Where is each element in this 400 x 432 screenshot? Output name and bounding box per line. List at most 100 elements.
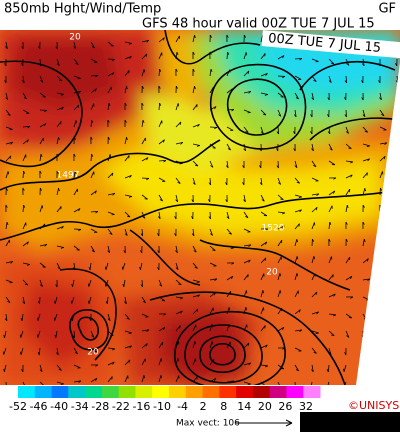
arrow-head (21, 80, 25, 84)
arrow-shaft (107, 313, 111, 321)
wind-arrow (56, 121, 62, 128)
arrow-head (313, 165, 317, 168)
wind-arrow (122, 279, 126, 288)
arrow-head (299, 209, 302, 213)
arrow-shaft (124, 330, 132, 334)
wind-arrow (311, 193, 320, 196)
wind-arrow (73, 41, 77, 50)
arrow-head (282, 327, 285, 331)
arrow-shaft (311, 75, 317, 82)
wind-arrow (192, 324, 197, 332)
wind-arrow (326, 381, 330, 385)
wind-arrow (158, 37, 165, 43)
arrow-shaft (328, 330, 335, 336)
wind-arrow (56, 153, 59, 162)
wind-arrow (396, 296, 400, 304)
wind-arrow (56, 245, 64, 249)
wind-arrow (141, 211, 146, 219)
arrow-head (4, 318, 8, 322)
arrow-shaft (243, 307, 247, 315)
wind-arrow (56, 206, 62, 213)
wind-arrow (4, 58, 7, 67)
arrow-head (124, 119, 127, 123)
arrow-shaft (277, 239, 283, 247)
wind-arrow (107, 361, 115, 366)
arrow-shaft (73, 90, 81, 94)
wind-arrow (123, 245, 126, 254)
arrow-shaft (88, 279, 92, 287)
arrow-shaft (124, 174, 132, 179)
wind-arrow (311, 347, 317, 354)
arrow-shaft (294, 194, 302, 198)
wind-arrow (260, 290, 264, 298)
wind-arrow (39, 109, 48, 113)
arrow-shaft (39, 123, 47, 128)
arrow-shaft (294, 290, 299, 298)
wind-arrow (311, 75, 317, 82)
wind-arrow (294, 160, 298, 168)
arrow-head (157, 250, 160, 254)
wind-arrow (141, 343, 148, 349)
wind-arrow (277, 307, 283, 315)
wind-arrow (209, 106, 217, 111)
arrow-shaft (123, 279, 126, 287)
arrow-shaft (39, 154, 42, 162)
arrow-head (163, 313, 167, 316)
arrow-head (209, 34, 212, 38)
wind-arrow (157, 262, 160, 271)
wind-arrow (362, 188, 366, 196)
arrow-head (367, 278, 371, 282)
wind-arrow (104, 262, 109, 270)
arrow-head (5, 97, 9, 101)
arrow-shaft (56, 364, 62, 371)
arrow-shaft (311, 311, 319, 315)
arrow-shaft (277, 326, 285, 332)
wind-arrow (260, 307, 265, 315)
arrow-shaft (90, 41, 96, 49)
arrow-head (39, 284, 43, 287)
arrow-shaft (192, 262, 198, 269)
arrow-head (379, 97, 382, 101)
wind-arrow (71, 279, 75, 287)
wind-arrow (294, 364, 300, 372)
arrow-head (230, 247, 234, 249)
wind-arrow (243, 228, 251, 233)
arrow-head (231, 109, 235, 112)
colorbar-tick-label: -46 (30, 400, 48, 413)
wind-arrow (157, 211, 161, 220)
arrow-head (311, 369, 314, 373)
arrow-head (211, 324, 214, 328)
arrow-shaft (20, 330, 24, 338)
wind-arrow (393, 347, 398, 355)
arrow-head (75, 120, 78, 124)
wind-arrow (90, 74, 99, 78)
wind-arrow (192, 35, 196, 43)
arrow-head (363, 238, 366, 243)
wind-arrow (243, 90, 252, 94)
wind-arrow (310, 126, 313, 135)
arrow-head (159, 199, 163, 202)
arrow-shaft (5, 222, 8, 230)
arrow-shaft (90, 74, 99, 77)
wind-arrow (359, 364, 364, 372)
arrow-shaft (56, 106, 64, 111)
arrow-shaft (345, 174, 353, 179)
color-swatch (286, 386, 304, 398)
arrow-head (265, 344, 268, 348)
wind-arrow (209, 358, 215, 366)
wind-arrow (393, 330, 398, 338)
wind-arrow (209, 262, 217, 267)
arrow-head (142, 216, 146, 219)
arrow-head (242, 182, 245, 186)
arrow-head (60, 383, 64, 385)
wind-arrow (277, 256, 282, 264)
wind-arrow (73, 136, 76, 145)
arrow-head (146, 178, 150, 181)
arrow-shaft (192, 35, 195, 43)
wind-arrow (311, 291, 318, 298)
arrow-head (126, 86, 128, 90)
wind-arrow (191, 228, 195, 237)
arrow-shaft (311, 291, 318, 298)
arrow-head (95, 364, 99, 367)
wind-arrow (277, 381, 282, 385)
